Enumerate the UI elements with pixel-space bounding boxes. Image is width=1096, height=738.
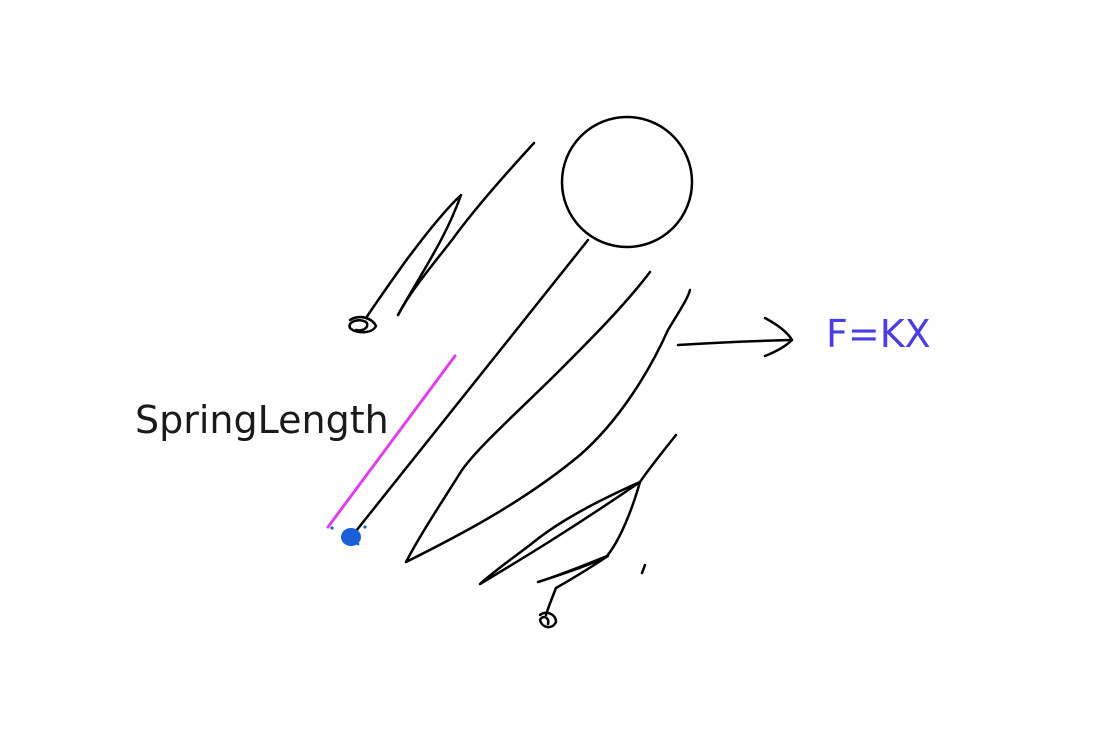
spring-length-label: SpringLength	[135, 398, 389, 442]
motion-stroke-lower	[478, 433, 678, 617]
spring-line	[350, 238, 590, 538]
anchor-dot-icon	[330, 525, 367, 546]
tick-mark	[640, 563, 647, 575]
force-formula-label: F=KX	[826, 312, 931, 356]
motion-stroke-upper-long	[396, 141, 536, 317]
scribble-lower	[538, 611, 558, 629]
ball-mass-icon	[560, 115, 694, 249]
force-arrow-icon	[676, 316, 794, 358]
scribble-upper	[348, 315, 378, 334]
motion-stroke-middle	[404, 270, 692, 564]
motion-stroke-upper-loop	[364, 193, 463, 320]
spring-length-marker	[326, 354, 457, 529]
